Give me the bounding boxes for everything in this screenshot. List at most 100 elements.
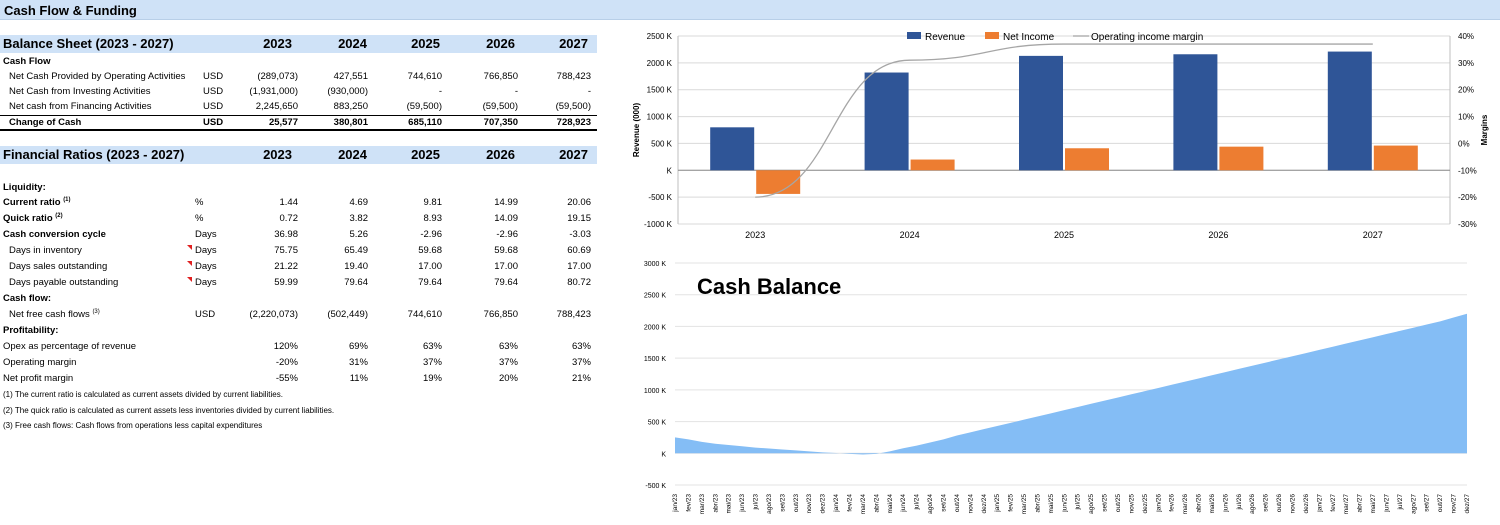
x-tick-label: jan/24 bbox=[833, 494, 840, 513]
x-tick-label: ago/25 bbox=[1088, 494, 1095, 514]
x-tick-label: jul/24 bbox=[914, 494, 921, 511]
bar-revenue bbox=[1327, 51, 1372, 171]
x-tick-label: jul/27 bbox=[1397, 494, 1404, 511]
table-row: Net cash from Financing Activities USD 2… bbox=[9, 101, 591, 112]
x-tick-label: out/27 bbox=[1437, 494, 1444, 512]
comment-indicator-icon[interactable] bbox=[187, 245, 192, 250]
bar-revenue bbox=[864, 72, 909, 171]
y-tick-label: -500 K bbox=[645, 483, 666, 490]
bar-revenue bbox=[710, 127, 755, 171]
x-tick-label: jun/27 bbox=[1383, 494, 1390, 513]
x-tick-label: jun/25 bbox=[1061, 494, 1068, 513]
y-tick-label: -500 K bbox=[648, 193, 672, 202]
x-tick-label: nov/24 bbox=[967, 494, 974, 514]
x-tick-label: fev/27 bbox=[1330, 494, 1337, 512]
year-header: 2023 bbox=[263, 147, 292, 162]
x-tick-label: jun/24 bbox=[900, 494, 907, 513]
y2-tick-label: 30% bbox=[1458, 59, 1474, 68]
year-header: 2025 bbox=[411, 36, 440, 51]
x-tick-label: dez/26 bbox=[1303, 494, 1310, 514]
x-tick-label: jun/23 bbox=[739, 494, 746, 513]
x-tick-label: set/26 bbox=[1263, 494, 1270, 512]
legend-net-income-swatch bbox=[985, 32, 999, 39]
year-header: 2027 bbox=[559, 147, 588, 162]
year-header: 2026 bbox=[486, 147, 515, 162]
chart-title: Cash Balance bbox=[697, 274, 841, 299]
legend-revenue-swatch bbox=[907, 32, 921, 39]
x-tick-label: set/23 bbox=[779, 494, 786, 512]
x-tick-label: mai/23 bbox=[726, 494, 733, 514]
legend-operating-margin: Operating income margin bbox=[1091, 32, 1203, 43]
bar-net-income bbox=[1065, 148, 1109, 171]
x-tick-label: ago/23 bbox=[766, 494, 773, 514]
x-tick-label: mar/23 bbox=[699, 494, 706, 515]
legend-net-income: Net Income bbox=[1003, 32, 1055, 43]
table-row: Current ratio (1) % 1.44 4.69 9.81 14.99… bbox=[3, 197, 591, 209]
sheet-title-bar: Cash Flow & Funding bbox=[0, 0, 1500, 20]
table-row: Days sales outstanding Days 21.22 19.40 … bbox=[9, 261, 591, 272]
y2-tick-label: 0% bbox=[1458, 139, 1470, 148]
year-header: 2023 bbox=[263, 36, 292, 51]
year-header: 2027 bbox=[559, 36, 588, 51]
y2-tick-label: -30% bbox=[1458, 220, 1477, 229]
comment-indicator-icon[interactable] bbox=[187, 277, 192, 282]
x-tick-label: nov/23 bbox=[806, 494, 813, 514]
x-tick-label: abr/23 bbox=[712, 494, 719, 513]
table-row: Net Cash Provided by Operating Activitie… bbox=[9, 71, 591, 82]
sheet-title: Cash Flow & Funding bbox=[4, 3, 137, 18]
x-tick-label: mar/27 bbox=[1343, 494, 1350, 515]
x-tick-label: fev/26 bbox=[1169, 494, 1176, 512]
table-row: Net profit margin -55% 11% 19% 20% 21% bbox=[3, 373, 591, 384]
x-tick-label: 2026 bbox=[1208, 230, 1228, 240]
footnote: (3) Free cash flows: Cash flows from ope… bbox=[3, 421, 263, 430]
x-tick-label: nov/25 bbox=[1128, 494, 1135, 514]
table-row: Cash conversion cycle Days 36.98 5.26 -2… bbox=[3, 229, 591, 240]
ratios-header: Financial Ratios (2023 - 2027) 2023 2024… bbox=[0, 146, 597, 164]
x-tick-label: abr/25 bbox=[1034, 494, 1041, 513]
y-tick-label: -1000 K bbox=[644, 220, 673, 229]
x-tick-label: jul/23 bbox=[753, 494, 760, 511]
x-tick-label: mai/24 bbox=[887, 494, 894, 514]
legend-revenue: Revenue bbox=[925, 32, 965, 43]
x-tick-label: dez/25 bbox=[1142, 494, 1149, 514]
x-tick-label: mar/26 bbox=[1182, 494, 1189, 515]
x-tick-label: set/25 bbox=[1102, 494, 1109, 512]
year-header: 2024 bbox=[338, 36, 367, 51]
y2-tick-label: 10% bbox=[1458, 113, 1474, 122]
footnote: (2) The quick ratio is calculated as cur… bbox=[3, 406, 335, 415]
ratios-title: Financial Ratios (2023 - 2027) bbox=[3, 147, 185, 162]
x-tick-label: mar/25 bbox=[1021, 494, 1028, 515]
x-tick-label: set/24 bbox=[940, 494, 947, 512]
x-tick-label: jan/23 bbox=[672, 494, 679, 513]
x-tick-label: jun/26 bbox=[1222, 494, 1229, 513]
x-tick-label: fev/23 bbox=[685, 494, 692, 512]
comment-indicator-icon[interactable] bbox=[187, 261, 192, 266]
table-row: Operating margin -20% 31% 37% 37% 37% bbox=[3, 357, 591, 368]
tables-panel: Balance Sheet (2023 - 2027) 2023 2024 20… bbox=[0, 22, 615, 525]
x-tick-label: out/23 bbox=[793, 494, 800, 512]
x-tick-label: 2027 bbox=[1363, 230, 1383, 240]
x-tick-label: out/24 bbox=[954, 494, 961, 512]
x-tick-label: out/26 bbox=[1276, 494, 1283, 512]
cash-balance-chart: -500 K K 500 K 1000 K 1500 K 2000 K 2500 K 3000… bbox=[644, 261, 1471, 515]
section-label: Cash Flow bbox=[3, 56, 51, 67]
y-tick-label: 1000 K bbox=[647, 113, 673, 122]
x-tick-label: dez/27 bbox=[1464, 494, 1471, 514]
y2-tick-label: 20% bbox=[1458, 86, 1474, 95]
x-tick-label: nov/27 bbox=[1451, 494, 1458, 514]
cash-balance-area bbox=[675, 313, 1467, 455]
y-tick-label: 3000 K bbox=[644, 261, 667, 268]
y2-tick-label: 40% bbox=[1458, 32, 1474, 41]
year-header: 2025 bbox=[411, 147, 440, 162]
y2-axis-title: Margins bbox=[1480, 114, 1489, 145]
y-tick-label: 1500 K bbox=[647, 86, 673, 95]
y-tick-label: K bbox=[661, 451, 666, 458]
balance-sheet-header: Balance Sheet (2023 - 2027) 2023 2024 20… bbox=[0, 35, 597, 53]
year-header: 2026 bbox=[486, 36, 515, 51]
x-tick-label: 2025 bbox=[1054, 230, 1074, 240]
table-row: Net Cash from Investing Activities USD (… bbox=[9, 86, 591, 97]
section-label: Profitability: bbox=[3, 325, 59, 336]
y-tick-label: 500 K bbox=[648, 420, 667, 427]
x-tick-label: mai/26 bbox=[1209, 494, 1216, 514]
x-tick-label: mar/24 bbox=[860, 494, 867, 515]
